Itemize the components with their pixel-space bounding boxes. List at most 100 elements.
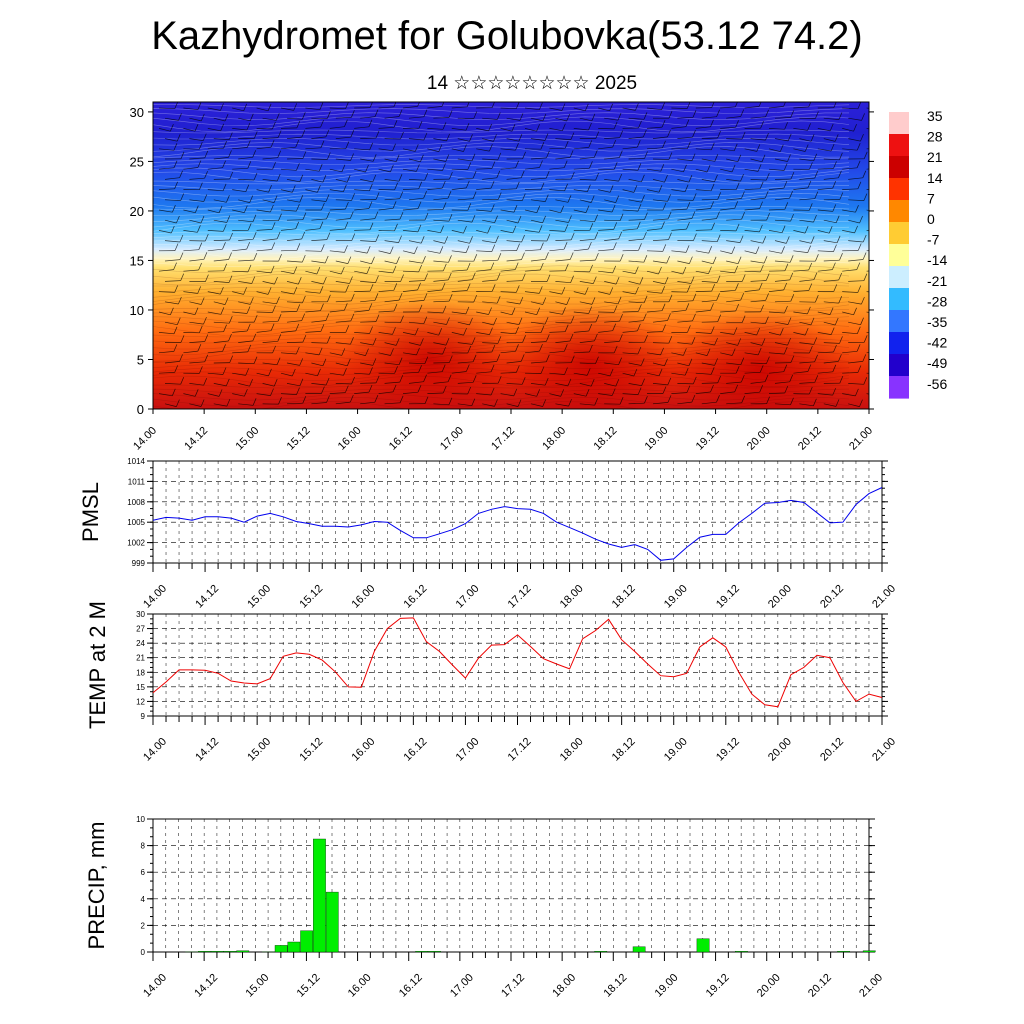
- wind-barb-flag: [170, 307, 174, 315]
- wind-barb-flag: [272, 345, 276, 354]
- wind-barb: [482, 158, 498, 161]
- wind-barb: [652, 281, 666, 285]
- wind-barb: [750, 240, 763, 244]
- wind-barb-flag: [839, 253, 843, 261]
- wind-barb-flag: [414, 327, 419, 336]
- x-tick-label: 16.00: [346, 972, 374, 1000]
- wind-barb-flag: [176, 317, 181, 325]
- wind-barb: [158, 393, 173, 397]
- wind-barb: [848, 403, 860, 407]
- wind-barb: [158, 351, 174, 354]
- wind-barb: [482, 342, 498, 344]
- wind-barb: [280, 393, 297, 395]
- wind-barb-flag: [515, 326, 519, 334]
- wind-barb: [427, 106, 443, 109]
- wind-barb-flag: [789, 191, 793, 199]
- wind-barb: [652, 199, 668, 202]
- wind-barb-flag: [711, 222, 715, 230]
- wind-barb-flag: [567, 195, 572, 203]
- wind-barb: [335, 362, 348, 367]
- wind-barb-flag: [520, 170, 525, 178]
- wind-barb: [720, 391, 735, 394]
- wind-barb-flag: [740, 173, 744, 182]
- wind-barb-flag: [349, 211, 354, 219]
- wind-barb-flag: [253, 131, 258, 139]
- wind-barb-flag: [881, 161, 884, 168]
- wind-barb: [408, 138, 424, 141]
- wind-barb-flag: [588, 323, 593, 332]
- wind-barb: [500, 128, 513, 132]
- wind-barb-flag: [205, 274, 209, 282]
- wind-barb-flag: [326, 336, 331, 344]
- wind-barb: [427, 332, 439, 336]
- wind-barb: [427, 311, 444, 314]
- wind-barb: [482, 321, 494, 326]
- x-tick-label: 18.00: [558, 583, 586, 611]
- wind-barb: [604, 157, 620, 160]
- wind-barb-flag: [345, 141, 350, 149]
- wind-barb: [774, 240, 787, 244]
- wind-barb-flag: [787, 133, 792, 142]
- wind-barb-flag: [639, 277, 644, 285]
- wind-barb: [823, 219, 837, 224]
- wind-barb: [311, 136, 326, 139]
- wind-barb: [799, 219, 814, 223]
- wind-barb: [848, 117, 862, 121]
- wind-barb: [408, 179, 425, 181]
- wind-barb-flag: [519, 296, 524, 305]
- wind-barb-flag: [170, 124, 174, 132]
- wind-barb-flag: [244, 389, 248, 397]
- wind-barb-flag: [836, 235, 841, 243]
- wind-barb-flag: [521, 377, 526, 385]
- wind-barb-flag: [466, 102, 470, 107]
- wind-barb: [311, 281, 324, 285]
- wind-barb-flag: [368, 201, 373, 209]
- wind-barb: [677, 260, 690, 264]
- colorbar-swatch: [889, 266, 909, 289]
- wind-barb: [232, 351, 248, 354]
- wind-barb-flag: [416, 164, 420, 172]
- wind-barb: [799, 279, 814, 282]
- x-tick-label: 18.12: [610, 736, 638, 764]
- contour-line: [153, 359, 849, 363]
- wind-barb-flag: [390, 348, 394, 356]
- wind-barb: [378, 352, 391, 356]
- wind-barb: [256, 372, 269, 377]
- wind-barb: [378, 310, 395, 313]
- wind-barb: [677, 199, 694, 201]
- wind-barb-flag: [469, 236, 473, 244]
- colorbar-label: -49: [927, 355, 947, 371]
- contour-line: [153, 273, 850, 286]
- wind-barb: [573, 209, 587, 213]
- wind-barb-flag: [491, 284, 496, 292]
- wind-barb-flag: [302, 334, 307, 343]
- wind-barb: [482, 259, 498, 262]
- wind-barb: [158, 332, 175, 335]
- wind-barb-flag: [854, 225, 858, 234]
- wind-barb: [360, 342, 374, 346]
- wind-barb-flag: [395, 154, 400, 162]
- wind-barb-flag: [804, 225, 809, 234]
- wind-barb-flag: [683, 348, 687, 356]
- wind-barb-flag: [814, 375, 819, 383]
- wind-barb-flag: [518, 134, 523, 142]
- wind-barb-flag: [564, 324, 569, 332]
- wind-barb-flag: [226, 398, 231, 407]
- wind-barb: [482, 240, 496, 244]
- wind-barb-flag: [611, 204, 616, 213]
- wind-barb: [555, 321, 572, 324]
- wind-barb-flag: [536, 124, 540, 132]
- wind-barb: [500, 350, 516, 354]
- wind-barb-flag: [469, 134, 473, 142]
- wind-barb-flag: [440, 225, 444, 233]
- wind-barb: [873, 259, 888, 261]
- y-tick-label: 0: [141, 948, 146, 957]
- wind-barb: [549, 107, 563, 111]
- contour-line: [153, 341, 850, 350]
- wind-barb: [530, 199, 546, 202]
- wind-barb-flag: [638, 304, 642, 312]
- wind-barb: [726, 402, 742, 405]
- wind-barb-flag: [346, 358, 351, 366]
- wind-barb-flag: [369, 283, 374, 292]
- wind-barb: [646, 126, 663, 129]
